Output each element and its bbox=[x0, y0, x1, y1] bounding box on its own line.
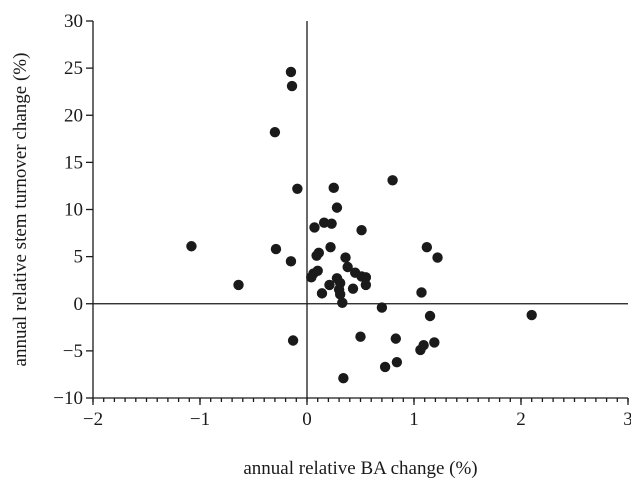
x-tick-label: −1 bbox=[190, 409, 210, 430]
data-point bbox=[334, 289, 346, 300]
data-point bbox=[416, 287, 427, 298]
data-point bbox=[324, 279, 335, 291]
y-tick-label: −10 bbox=[53, 388, 83, 409]
x-axis-ticks: −2 −1 0 1 2 3 bbox=[83, 398, 631, 430]
y-tick-label: −5 bbox=[63, 341, 83, 362]
data-point bbox=[233, 279, 244, 291]
data-point bbox=[186, 241, 197, 252]
data-point bbox=[356, 225, 367, 236]
y-tick-label: 25 bbox=[64, 58, 83, 79]
x-tick-label: −2 bbox=[83, 409, 103, 430]
data-point bbox=[313, 247, 324, 259]
data-point bbox=[270, 243, 282, 255]
data-point bbox=[390, 333, 402, 344]
data-point bbox=[376, 302, 388, 313]
data-point bbox=[334, 277, 346, 289]
data-point bbox=[285, 256, 297, 267]
data-points bbox=[186, 66, 537, 384]
data-point bbox=[269, 127, 281, 138]
data-point bbox=[342, 261, 353, 273]
data-point bbox=[360, 272, 372, 283]
data-point bbox=[337, 297, 348, 309]
data-point bbox=[355, 331, 366, 342]
data-point bbox=[331, 202, 343, 213]
y-tick-label: 30 bbox=[64, 11, 83, 32]
data-point bbox=[287, 335, 299, 346]
data-point bbox=[418, 340, 429, 351]
data-point bbox=[338, 373, 349, 384]
x-tick-label: 3 bbox=[623, 409, 631, 430]
y-axis-ticks: −10 −5 0 5 10 15 20 25 30 bbox=[53, 11, 93, 409]
y-tick-label: 15 bbox=[64, 152, 83, 173]
data-point bbox=[432, 252, 443, 263]
y-tick-label: 5 bbox=[74, 247, 84, 268]
data-point bbox=[286, 80, 298, 92]
y-tick-label: 10 bbox=[64, 200, 83, 221]
data-point bbox=[309, 222, 320, 233]
data-point bbox=[360, 279, 372, 291]
x-tick-label: 0 bbox=[302, 409, 312, 430]
data-point bbox=[391, 356, 403, 368]
data-point bbox=[292, 183, 303, 194]
data-point bbox=[285, 66, 297, 78]
data-point bbox=[421, 242, 433, 253]
y-tick-label: 0 bbox=[74, 294, 84, 315]
data-point bbox=[316, 288, 328, 299]
x-tick-label: 2 bbox=[516, 409, 526, 430]
data-point bbox=[312, 265, 323, 276]
data-point bbox=[328, 182, 339, 194]
data-point bbox=[429, 337, 440, 348]
data-point bbox=[526, 309, 537, 321]
data-point bbox=[379, 361, 391, 373]
data-point bbox=[347, 283, 359, 294]
y-tick-label: 20 bbox=[64, 105, 83, 126]
data-point bbox=[325, 242, 336, 253]
data-point bbox=[340, 252, 351, 263]
x-axis-title: annual relative BA change (%) bbox=[243, 458, 477, 479]
data-point bbox=[387, 175, 398, 186]
y-axis-title: annual relative stem turnover change (%) bbox=[10, 53, 31, 367]
x-tick-label: 1 bbox=[409, 409, 419, 430]
data-point bbox=[424, 310, 436, 322]
data-point bbox=[326, 218, 337, 229]
